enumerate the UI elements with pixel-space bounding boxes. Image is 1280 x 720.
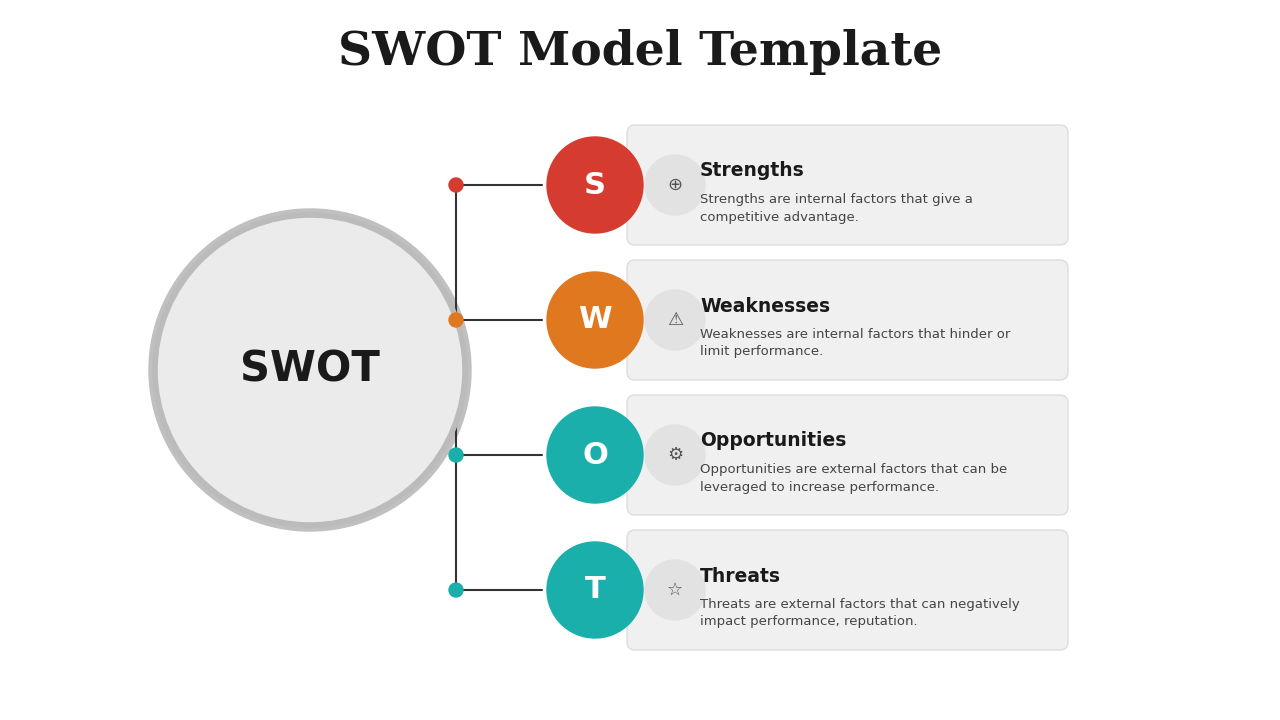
Text: ⊕: ⊕: [667, 176, 682, 194]
Text: SWOT Model Template: SWOT Model Template: [338, 29, 942, 75]
Ellipse shape: [645, 290, 705, 350]
FancyBboxPatch shape: [627, 395, 1068, 515]
Text: W: W: [579, 305, 612, 335]
Text: Threats: Threats: [700, 567, 781, 585]
Ellipse shape: [547, 407, 643, 503]
Ellipse shape: [155, 215, 465, 525]
Text: ⚠: ⚠: [667, 311, 684, 329]
Ellipse shape: [148, 209, 471, 531]
Text: S: S: [584, 171, 605, 199]
Text: Opportunities are external factors that can be
leveraged to increase performance: Opportunities are external factors that …: [700, 463, 1007, 493]
Ellipse shape: [449, 178, 463, 192]
Text: ⚙: ⚙: [667, 446, 684, 464]
Text: Threats are external factors that can negatively
impact performance, reputation.: Threats are external factors that can ne…: [700, 598, 1020, 629]
FancyBboxPatch shape: [627, 260, 1068, 380]
Ellipse shape: [449, 313, 463, 327]
Text: Opportunities: Opportunities: [700, 431, 846, 451]
Text: Weaknesses are internal factors that hinder or
limit performance.: Weaknesses are internal factors that hin…: [700, 328, 1010, 359]
Ellipse shape: [645, 425, 705, 485]
Ellipse shape: [449, 448, 463, 462]
FancyBboxPatch shape: [627, 530, 1068, 650]
Ellipse shape: [547, 272, 643, 368]
Ellipse shape: [547, 137, 643, 233]
Ellipse shape: [645, 155, 705, 215]
Text: Strengths are internal factors that give a
competitive advantage.: Strengths are internal factors that give…: [700, 193, 973, 223]
Ellipse shape: [645, 560, 705, 620]
FancyBboxPatch shape: [627, 125, 1068, 245]
Text: ☆: ☆: [667, 581, 684, 599]
Text: T: T: [585, 575, 605, 605]
Text: O: O: [582, 441, 608, 469]
Text: Weaknesses: Weaknesses: [700, 297, 831, 315]
Text: SWOT: SWOT: [241, 349, 380, 391]
Ellipse shape: [547, 542, 643, 638]
Ellipse shape: [449, 583, 463, 597]
Text: Strengths: Strengths: [700, 161, 805, 181]
